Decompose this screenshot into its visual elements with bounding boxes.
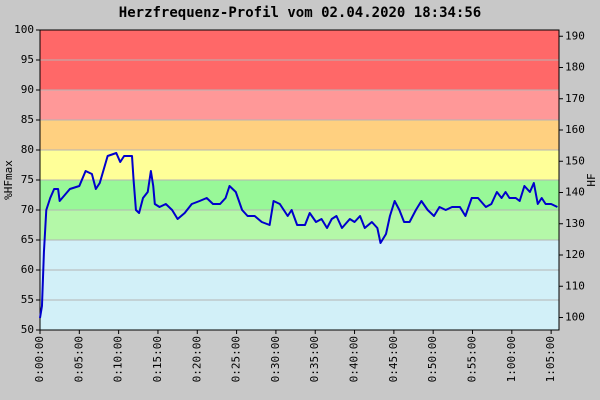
x-tick-label: 0:50:00 — [426, 336, 439, 382]
x-tick-label: 0:00:00 — [33, 336, 46, 382]
y-axis-label: %HFmax — [2, 160, 15, 200]
zone-band — [40, 240, 559, 330]
x-tick-label: 1:05:00 — [544, 336, 557, 382]
zone-band — [40, 90, 559, 120]
y-tick-label: 60 — [21, 263, 34, 276]
x-tick-label: 0:55:00 — [466, 336, 479, 382]
y2-tick-label: 110 — [565, 279, 585, 292]
y-tick-label: 65 — [21, 233, 34, 246]
y2-tick-label: 150 — [565, 154, 585, 167]
hr-line — [39, 152, 558, 319]
chart-title: Herzfrequenz-Profil vom 02.04.2020 18:34… — [119, 5, 481, 21]
y2-tick-label: 120 — [565, 248, 585, 261]
y-tick-label: 90 — [21, 83, 34, 96]
x-tick-label: 0:35:00 — [308, 336, 321, 382]
x-tick-label: 0:25:00 — [230, 336, 243, 382]
y-tick-label: 85 — [21, 113, 34, 126]
x-tick-label: 0:05:00 — [72, 336, 85, 382]
plot-frame — [39, 29, 560, 331]
x-tick-label: 0:15:00 — [151, 336, 164, 382]
y2-tick-label: 100 — [565, 311, 585, 324]
y-tick-label: 70 — [21, 203, 34, 216]
y-tick-label: 75 — [21, 173, 34, 186]
y2-tick-label: 160 — [565, 123, 585, 136]
x-tick-label: 0:45:00 — [387, 336, 400, 382]
x-tick-label: 1:00:00 — [505, 336, 518, 382]
y-tick-label: 95 — [21, 53, 34, 66]
x-tick-label: 0:10:00 — [112, 336, 125, 382]
y2-tick-label: 180 — [565, 61, 585, 74]
zone-band — [40, 120, 559, 150]
y2-tick-label: 130 — [565, 217, 585, 230]
x-tick-label: 0:40:00 — [348, 336, 361, 382]
zone-band — [40, 180, 559, 210]
y-tick-label: 50 — [21, 323, 34, 336]
y2-tick-label: 140 — [565, 186, 585, 199]
y-tick-label: 100 — [14, 23, 34, 36]
x-tick-label: 0:20:00 — [190, 336, 203, 382]
y-tick-label: 80 — [21, 143, 34, 156]
x-tick-label: 0:30:00 — [269, 336, 282, 382]
y2-axis-label: HF — [585, 173, 598, 186]
y-tick-label: 55 — [21, 293, 34, 306]
y2-tick-label: 170 — [565, 92, 585, 105]
y2-tick-label: 190 — [565, 29, 585, 42]
